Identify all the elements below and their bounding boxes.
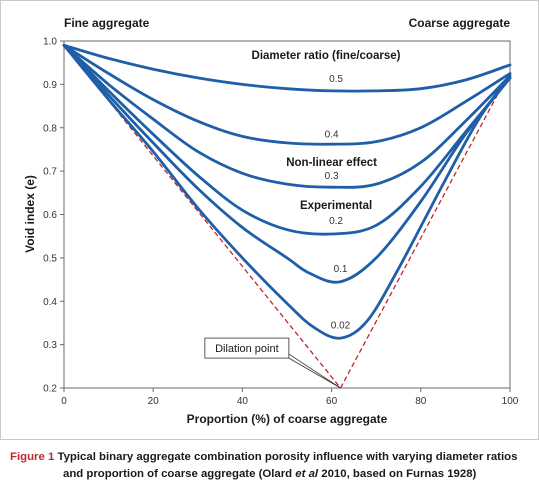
y-tick-label: 0.7 <box>43 167 57 178</box>
dilation-pointer-line <box>288 357 341 389</box>
series-line-ratio-0-5 <box>62 43 512 93</box>
y-tick-label: 0.2 <box>43 384 57 395</box>
corner-label-fine: Fine aggregate <box>64 16 150 30</box>
series-label: 0.3 <box>325 171 339 182</box>
dilation-pointer-line <box>288 353 341 389</box>
y-axis-title: Void index (e) <box>23 175 37 253</box>
y-tick-label: 0.6 <box>43 210 57 221</box>
x-tick-label: 60 <box>326 396 338 407</box>
figure-caption: Figure 1 Typical binary aggregate combin… <box>10 449 532 483</box>
series-label: 0.02 <box>331 321 351 332</box>
series-label: 0.5 <box>329 74 343 85</box>
chart-annotation: Experimental <box>300 200 372 212</box>
y-tick-label: 0.3 <box>43 340 57 351</box>
x-tick-label: 20 <box>148 396 160 407</box>
y-tick-label: 0.8 <box>43 123 57 134</box>
x-tick-label: 80 <box>415 396 427 407</box>
dilation-reference-line <box>339 71 511 389</box>
y-tick-label: 1.0 <box>43 37 57 48</box>
series-line-ratio-0-02 <box>62 43 512 340</box>
series-line-ratio-0-1 <box>62 43 512 284</box>
y-tick-label: 0.9 <box>43 80 57 91</box>
x-tick-label: 40 <box>237 396 249 407</box>
caption-line-2-em: et al <box>295 468 319 480</box>
chart-annotation: Non-linear effect <box>286 157 377 169</box>
corner-label-coarse: Coarse aggregate <box>409 16 511 30</box>
caption-line-1: Typical binary aggregate combination por… <box>57 451 518 463</box>
series-line-ratio-0-3 <box>62 43 512 189</box>
series-label: 0.1 <box>334 264 348 275</box>
series-line-ratio-0-4 <box>62 43 512 146</box>
figure-number: Figure 1 <box>10 451 55 463</box>
series-label: 0.2 <box>329 216 343 227</box>
y-tick-label: 0.5 <box>43 253 57 264</box>
caption-line-2b: 2010, based on Furnas 1928) <box>318 468 477 480</box>
series-line-ratio-0-2 <box>62 43 512 236</box>
caption-line-2a: and proportion of coarse aggregate (Olar… <box>63 468 296 480</box>
series-label: 0.4 <box>325 129 339 140</box>
legend-title: Diameter ratio (fine/coarse) <box>252 50 401 62</box>
dilation-point-label: Dilation point <box>215 343 279 355</box>
x-tick-label: 100 <box>502 396 519 407</box>
porosity-chart: 0 20 40 60 80 1000.20.30.40.50.60.70.80.91.0 … <box>0 0 539 440</box>
dilation-point-box <box>204 337 290 359</box>
x-tick-label: 0 <box>61 396 67 407</box>
y-tick-label: 0.4 <box>43 297 57 308</box>
x-axis-title: Proportion (%) of coarse aggregate <box>187 412 388 426</box>
